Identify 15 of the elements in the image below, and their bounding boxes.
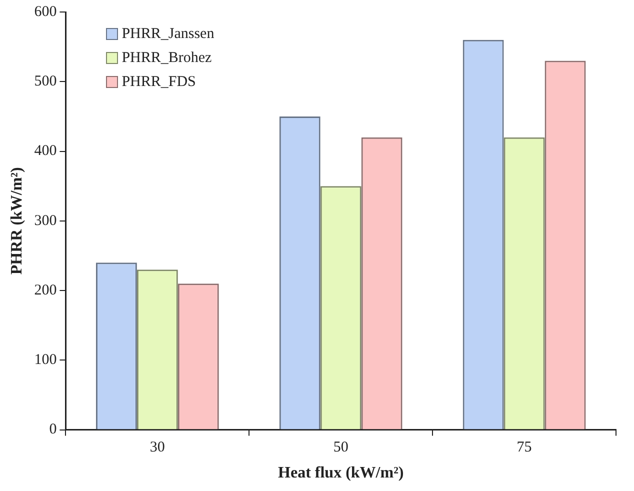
x-axis-title: Heat flux (kW/m²) bbox=[278, 464, 404, 482]
y-tick-label: 200 bbox=[34, 282, 57, 298]
y-tick-label: 400 bbox=[34, 143, 57, 160]
y-tick-label: 0 bbox=[49, 422, 57, 438]
legend-label: PHRR_FDS bbox=[122, 74, 196, 90]
x-tick-label: 30 bbox=[150, 440, 165, 456]
y-tick-label: 600 bbox=[34, 4, 57, 20]
x-tick-label: 50 bbox=[333, 440, 348, 456]
legend-label: PHRR_Brohez bbox=[122, 50, 212, 66]
x-tick-label: 75 bbox=[516, 440, 532, 456]
y-axis-title: PHRR (kW/m²) bbox=[8, 167, 26, 275]
y-tick-label: 300 bbox=[34, 212, 57, 229]
y-tick-label: 500 bbox=[34, 74, 57, 90]
y-tick-label: 100 bbox=[34, 352, 57, 368]
legend-label: PHRR_Janssen bbox=[122, 26, 214, 42]
